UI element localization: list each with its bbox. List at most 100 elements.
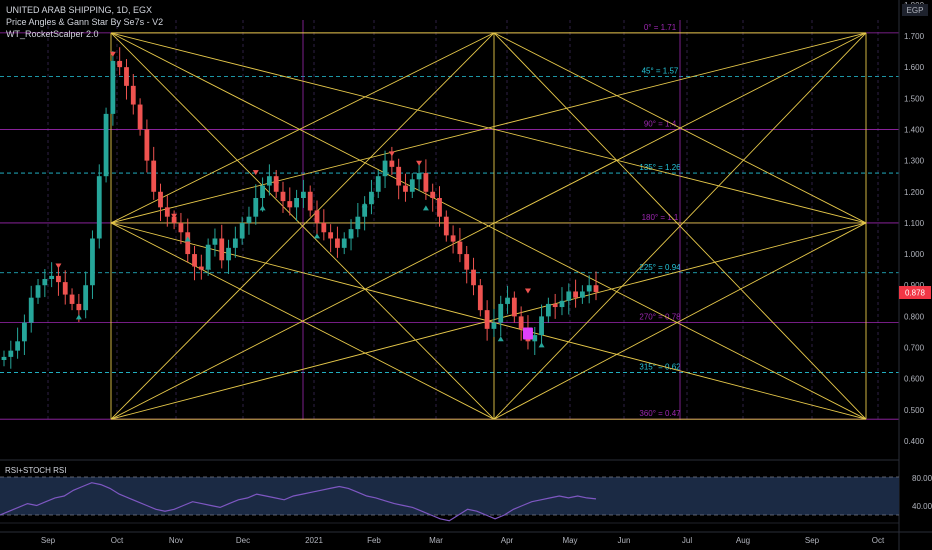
candle-body (539, 316, 544, 336)
candle-body (110, 60, 116, 114)
buy-signal-icon (75, 314, 82, 320)
rsi-axis-40: 40.000 (912, 502, 932, 511)
candle-body (130, 85, 136, 105)
candle-body (96, 176, 102, 239)
gann-star-line (493, 32, 867, 224)
gann-level-label: 360° = 0.47 (639, 409, 681, 418)
candle-body (389, 160, 395, 167)
gann-level-label: 0° = 1.71 (644, 23, 677, 32)
sell-signal-icon (388, 151, 395, 157)
candle-body (321, 222, 327, 233)
candle-body (423, 173, 429, 192)
candle-body (437, 198, 442, 217)
candle-body (382, 160, 388, 177)
time-tick-label: 2021 (305, 536, 323, 545)
candle-body (396, 166, 402, 186)
candle-body (307, 191, 313, 211)
candle-body (253, 198, 259, 217)
buy-signal-icon (184, 236, 191, 242)
candle-body (260, 185, 265, 198)
candle-body (450, 235, 456, 242)
time-tick-label: Apr (501, 536, 514, 545)
buy-signal-icon (422, 205, 429, 211)
time-tick-label: Aug (736, 536, 750, 545)
price-tick-label: 0.600 (904, 375, 925, 384)
candle-body (593, 285, 599, 293)
gann-star-line (493, 32, 867, 420)
gann-level-label: 135° = 1.26 (639, 163, 681, 172)
candle-body (505, 297, 510, 304)
candle-body (137, 104, 143, 130)
candle-body (151, 160, 157, 192)
price-axis[interactable]: 1.8001.7001.6001.5001.4001.3001.2001.100… (904, 1, 925, 446)
candle-body (464, 254, 470, 270)
price-tick-label: 0.400 (904, 437, 925, 446)
buy-signal-icon (259, 205, 266, 211)
candle-body (205, 244, 211, 270)
candle-body (471, 269, 476, 286)
candle-body (178, 222, 184, 233)
price-tick-label: 0.800 (904, 312, 925, 321)
symbol-title[interactable]: UNITED ARAB SHIPPING, 1D, EGX (6, 5, 153, 15)
candle-body (280, 191, 286, 202)
indicator-gann[interactable]: Price Angles & Gann Star By Se7s - V2 (6, 17, 164, 27)
sell-signal-icon (252, 170, 259, 176)
price-tick-label: 1.000 (904, 250, 925, 259)
gann-level-label: 180° = 1.1 (642, 213, 679, 222)
candle-body (416, 173, 422, 180)
buy-signal-icon (497, 336, 504, 342)
time-tick-label: Dec (236, 536, 250, 545)
candle-body (22, 322, 27, 342)
candle-body (409, 179, 415, 192)
rsi-pane-title[interactable]: RSI+STOCH RSI (5, 466, 67, 475)
time-tick-label: Jul (682, 536, 692, 545)
candle-body (457, 241, 463, 255)
price-tick-label: 1.700 (904, 32, 925, 41)
candle-body (430, 191, 436, 198)
indicator-rocketscalper[interactable]: WT_RocketScalper 2.0 (6, 29, 99, 39)
candle-body (69, 294, 75, 304)
candle-body (117, 60, 123, 68)
candle-body (348, 229, 354, 239)
candle-body (375, 176, 381, 192)
sell-signal-icon (109, 51, 116, 57)
currency-badge (902, 4, 928, 16)
rsi-line (0, 482, 597, 522)
candle-body (144, 129, 150, 161)
time-tick-label: May (562, 536, 577, 545)
gann-level-label: 225° = 0.94 (639, 263, 681, 272)
gann-level-label: 45° = 1.57 (642, 67, 679, 76)
price-tick-label: 0.900 (904, 281, 925, 290)
price-tick-label: 1.500 (904, 94, 925, 103)
candle-body (171, 216, 177, 223)
gann-level-label: 270° = 0.78 (639, 313, 681, 322)
gann-star-line (110, 32, 867, 420)
sell-signal-icon (171, 213, 178, 219)
candle-body (314, 210, 320, 223)
price-tick-label: 1.200 (904, 188, 925, 197)
candle-body (573, 291, 578, 298)
candle-body (335, 238, 340, 248)
candle-body (15, 341, 21, 351)
candle-body (192, 254, 197, 267)
candle-body (1, 356, 7, 360)
time-tick-label: Nov (169, 536, 183, 545)
price-tick-label: 1.300 (904, 157, 925, 166)
gann-star-line (110, 32, 495, 420)
time-tick-label: Sep (41, 536, 56, 545)
candle-body (491, 322, 497, 329)
candle-body (198, 266, 204, 270)
candle-body (511, 297, 517, 317)
candle-body (545, 303, 551, 317)
buy-signal-icon (205, 264, 212, 270)
last-price-tag (899, 286, 931, 299)
candle-body (219, 238, 225, 261)
candle-body (443, 216, 449, 236)
candle-body (552, 303, 558, 308)
candle-body (477, 285, 483, 311)
sell-signal-icon (524, 288, 531, 294)
time-tick-label: Oct (111, 536, 124, 545)
time-axis[interactable]: Sep Oct Nov Dec 2021 Feb Mar Apr May Jun Jul Aug Sep… (41, 536, 885, 545)
candle-body (532, 335, 538, 342)
